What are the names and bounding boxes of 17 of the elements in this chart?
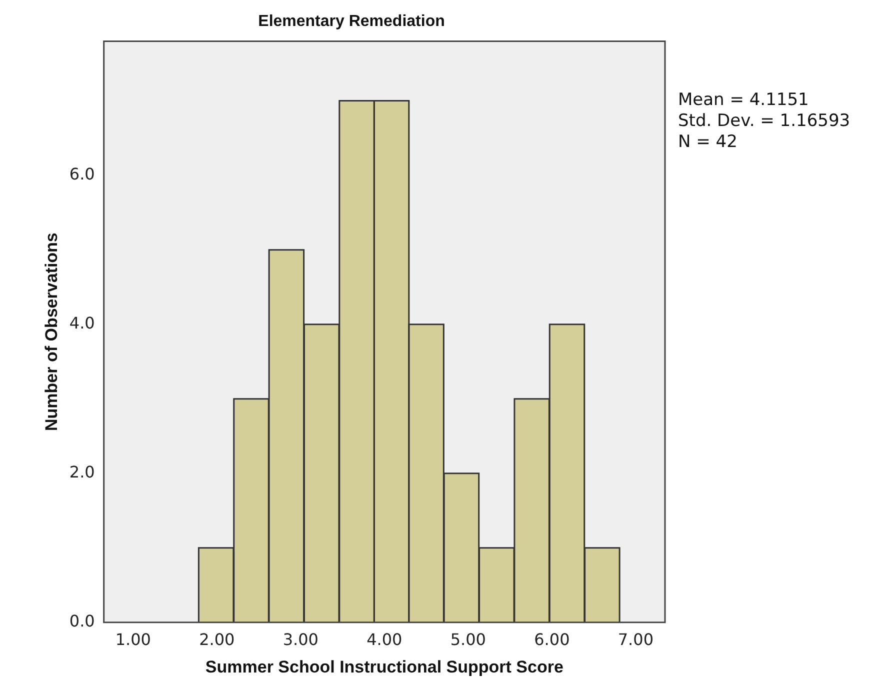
chart-title: Elementary Remediation — [258, 13, 445, 30]
x-tick-label: 7.00 — [618, 630, 654, 650]
x-tick-label: 1.00 — [115, 630, 151, 650]
x-tick-label: 3.00 — [282, 630, 318, 650]
text: Std. Dev. = 1.16593 — [678, 111, 850, 132]
y-axis-title: Number of Observations — [42, 232, 61, 431]
y-tick-label: 0.0 — [69, 612, 95, 631]
x-tick-label: 4.00 — [366, 630, 402, 650]
y-tick-label: 4.0 — [69, 314, 95, 333]
x-tick-label: 6.00 — [534, 630, 570, 650]
y-tick-label: 2.0 — [69, 462, 95, 482]
x-tick-label: 5.00 — [450, 630, 486, 650]
x-tick-label: 2.00 — [199, 630, 235, 650]
y-tick-label: 6.0 — [69, 164, 95, 184]
text: N = 42 — [678, 132, 738, 153]
text: Mean = 4.1151 — [678, 90, 810, 111]
x-axis-title: Summer School Instructional Support Score — [205, 657, 564, 676]
